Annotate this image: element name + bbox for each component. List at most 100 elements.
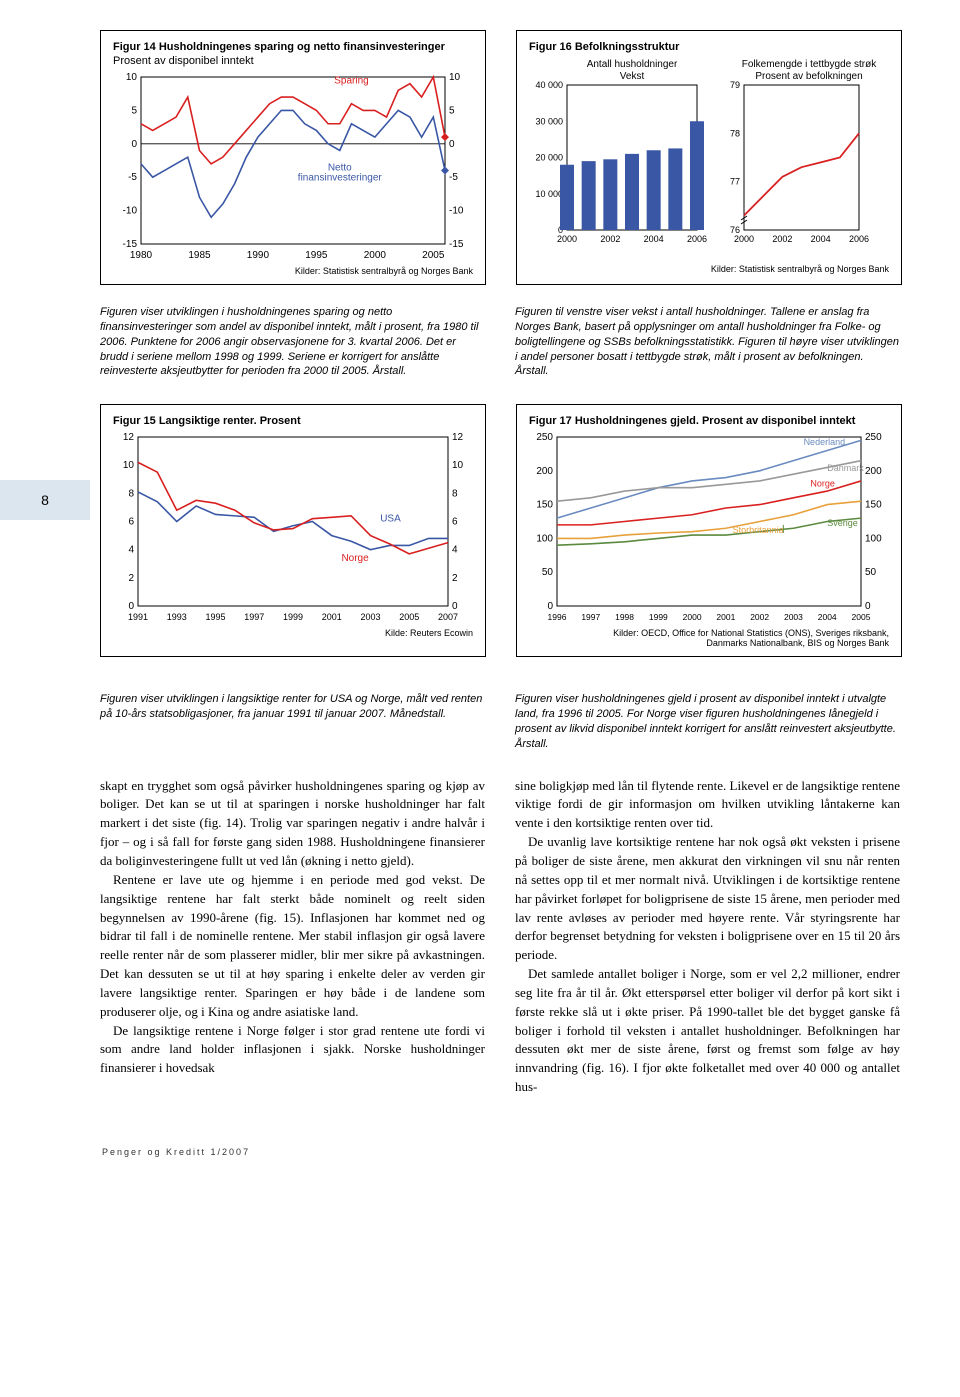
fig16-chart: Antall husholdningerVekstFolkemengde i t…	[529, 55, 889, 260]
svg-text:2001: 2001	[716, 612, 735, 622]
svg-text:50: 50	[542, 567, 554, 578]
svg-text:1998: 1998	[615, 612, 634, 622]
svg-text:Danmark: Danmark	[827, 463, 864, 473]
svg-text:Norge: Norge	[341, 553, 369, 564]
fig14-source: Kilder: Statistisk sentralbyrå og Norges…	[113, 266, 473, 276]
fig17-title: Figur 17 Husholdningenes gjeld. Prosent …	[529, 415, 889, 427]
svg-text:30 000: 30 000	[535, 116, 563, 126]
svg-text:1995: 1995	[305, 250, 328, 261]
body-paragraph: sine boligkjøp med lån til flytende rent…	[515, 777, 900, 834]
svg-text:-15: -15	[123, 239, 138, 250]
top-chart-row: Figur 14 Husholdningenes sparing og nett…	[100, 30, 900, 285]
fig17-chart: 0050501001001501502002002502501996199719…	[529, 429, 889, 624]
fig15-title: Figur 15 Langsiktige renter. Prosent	[113, 415, 473, 427]
svg-text:200: 200	[865, 466, 882, 477]
svg-text:-5: -5	[449, 172, 458, 183]
svg-text:1995: 1995	[205, 612, 225, 622]
svg-text:2: 2	[128, 573, 134, 584]
fig15-chart: 0022446688101012121991199319951997199920…	[113, 429, 473, 624]
figure-16-panel: Figur 16 Befolkningsstruktur Antall hush…	[516, 30, 902, 285]
svg-text:Folkemengde i tettbygde strøk: Folkemengde i tettbygde strøk	[742, 59, 878, 70]
body-col-right: sine boligkjøp med lån til flytende rent…	[515, 777, 900, 1097]
svg-text:USA: USA	[380, 514, 401, 525]
figure-17-panel: Figur 17 Husholdningenes gjeld. Prosent …	[516, 404, 902, 657]
svg-text:Nederland: Nederland	[804, 437, 846, 447]
svg-text:2000: 2000	[364, 250, 387, 261]
svg-text:-10: -10	[123, 206, 138, 217]
svg-text:6: 6	[128, 517, 134, 528]
svg-text:-15: -15	[449, 239, 464, 250]
svg-text:250: 250	[865, 432, 882, 443]
page: 8 Figur 14 Husholdningenes sparing og ne…	[0, 0, 960, 1177]
svg-text:150: 150	[865, 500, 882, 511]
svg-text:Vekst: Vekst	[620, 71, 645, 82]
svg-text:100: 100	[865, 534, 882, 545]
svg-text:100: 100	[536, 534, 553, 545]
svg-text:1997: 1997	[244, 612, 264, 622]
svg-text:2003: 2003	[784, 612, 803, 622]
svg-text:10 000: 10 000	[535, 189, 563, 199]
fig16-source: Kilder: Statistisk sentralbyrå og Norges…	[529, 264, 889, 274]
fig14-title: Figur 14 Husholdningenes sparing og nett…	[113, 41, 473, 53]
caption-fig16: Figuren til venstre viser vekst i antall…	[515, 305, 900, 379]
svg-text:2000: 2000	[557, 234, 577, 244]
svg-text:2: 2	[452, 573, 458, 584]
caption-fig15: Figuren viser utviklingen i langsiktige …	[100, 692, 485, 751]
fig15-source: Kilde: Reuters Ecowin	[113, 628, 473, 638]
svg-text:40 000: 40 000	[535, 80, 563, 90]
svg-text:Norge: Norge	[810, 479, 835, 489]
svg-text:2006: 2006	[849, 234, 869, 244]
svg-text:1996: 1996	[548, 612, 567, 622]
page-footer: Penger og Kreditt 1/2007	[100, 1147, 900, 1157]
svg-text:1985: 1985	[188, 250, 211, 261]
fig17-source: Kilder: OECD, Office for National Statis…	[529, 628, 889, 648]
body-paragraph: Rentene er lave ute og hjemme i en perio…	[100, 871, 485, 1022]
svg-text:8: 8	[128, 489, 134, 500]
svg-text:2001: 2001	[322, 612, 342, 622]
svg-text:5: 5	[449, 105, 455, 116]
mid-chart-row: Figur 15 Langsiktige renter. Prosent 002…	[100, 404, 900, 657]
svg-text:1991: 1991	[128, 612, 148, 622]
svg-text:2003: 2003	[360, 612, 380, 622]
svg-text:1999: 1999	[649, 612, 668, 622]
svg-text:1999: 1999	[283, 612, 303, 622]
svg-text:0: 0	[452, 601, 458, 612]
svg-text:2002: 2002	[600, 234, 620, 244]
svg-text:150: 150	[536, 500, 553, 511]
svg-text:1993: 1993	[167, 612, 187, 622]
svg-text:finansinvesteringer: finansinvesteringer	[298, 173, 383, 184]
svg-text:78: 78	[730, 128, 740, 138]
svg-text:2005: 2005	[422, 250, 445, 261]
svg-text:12: 12	[452, 432, 464, 443]
svg-text:4: 4	[452, 545, 458, 556]
svg-text:0: 0	[865, 601, 871, 612]
svg-text:2000: 2000	[734, 234, 754, 244]
caption-fig17: Figuren viser husholdningenes gjeld i pr…	[515, 692, 900, 751]
svg-text:50: 50	[865, 567, 877, 578]
fig14-subtitle: Prosent av disponibel inntekt	[113, 55, 473, 67]
svg-text:10: 10	[123, 460, 135, 471]
svg-text:Storbritannia: Storbritannia	[733, 525, 784, 535]
svg-text:2002: 2002	[750, 612, 769, 622]
svg-text:1980: 1980	[130, 250, 153, 261]
page-number-tab: 8	[0, 480, 90, 520]
svg-text:2000: 2000	[683, 612, 702, 622]
svg-text:0: 0	[128, 601, 134, 612]
svg-text:200: 200	[536, 466, 553, 477]
body-paragraph: Det samlede antallet boliger i Norge, so…	[515, 965, 900, 1097]
svg-text:2002: 2002	[772, 234, 792, 244]
svg-text:2005: 2005	[852, 612, 871, 622]
svg-text:Sverige: Sverige	[827, 518, 858, 528]
svg-text:-10: -10	[449, 206, 464, 217]
svg-text:Sparing: Sparing	[334, 76, 368, 87]
svg-text:8: 8	[452, 489, 458, 500]
svg-text:0: 0	[131, 139, 137, 150]
svg-text:2005: 2005	[399, 612, 419, 622]
svg-text:10: 10	[126, 72, 138, 83]
svg-text:1990: 1990	[247, 250, 270, 261]
body-col-left: skapt en trygghet som også påvirker hush…	[100, 777, 485, 1097]
body-paragraph: De uvanlig lave kortsiktige rentene har …	[515, 833, 900, 965]
svg-text:79: 79	[730, 80, 740, 90]
svg-text:2004: 2004	[644, 234, 664, 244]
figure-15-panel: Figur 15 Langsiktige renter. Prosent 0 0 2…	[100, 404, 486, 657]
